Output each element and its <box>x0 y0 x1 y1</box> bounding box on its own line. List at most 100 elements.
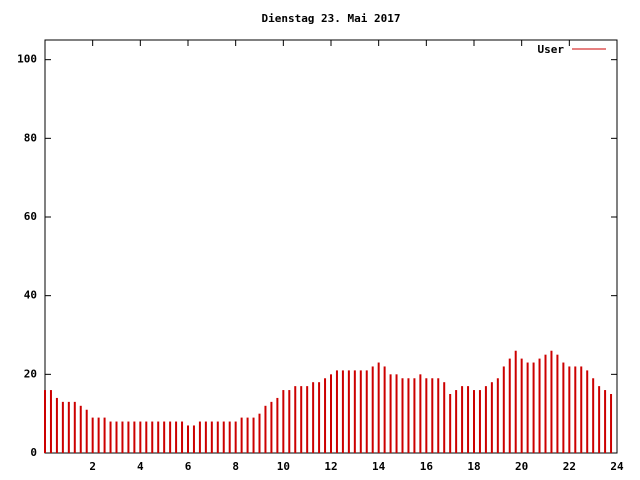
impulse <box>610 394 613 453</box>
impulse <box>79 405 82 453</box>
impulse <box>419 374 422 453</box>
impulse <box>121 421 124 453</box>
impulse <box>169 421 172 453</box>
impulse <box>216 421 219 453</box>
impulse <box>490 382 493 453</box>
impulse <box>187 425 189 453</box>
impulse <box>240 417 243 453</box>
impulse <box>264 405 267 453</box>
impulse <box>407 378 410 453</box>
impulse <box>592 378 595 453</box>
impulse <box>437 378 440 453</box>
impulse <box>306 386 309 453</box>
impulse <box>467 386 470 453</box>
impulse <box>91 417 94 453</box>
x-tick-label: 6 <box>185 460 192 473</box>
impulse <box>341 370 344 453</box>
impulse <box>413 378 416 453</box>
impulse <box>598 386 601 453</box>
impulse <box>443 382 446 453</box>
impulse <box>330 374 332 453</box>
impulse <box>139 421 142 453</box>
impulse <box>335 370 338 453</box>
x-tick-label: 10 <box>277 460 290 473</box>
impulse <box>389 374 392 453</box>
impulse <box>455 390 458 453</box>
x-tick-label: 2 <box>89 460 96 473</box>
x-tick-label: 12 <box>324 460 337 473</box>
impulse <box>568 366 571 453</box>
impulse <box>478 390 481 453</box>
impulse <box>318 382 321 453</box>
y-tick-label: 100 <box>17 53 37 66</box>
impulse <box>222 421 225 453</box>
impulse <box>562 362 565 453</box>
x-tick-label: 22 <box>563 460 576 473</box>
impulse <box>44 390 46 453</box>
impulse <box>526 362 529 453</box>
impulse <box>347 370 350 453</box>
impulse <box>49 390 52 453</box>
impulse <box>210 421 213 453</box>
y-tick-label: 60 <box>24 210 37 223</box>
impulse <box>395 374 398 453</box>
impulse <box>115 421 118 453</box>
impulse <box>103 417 106 453</box>
x-tick-label: 16 <box>420 460 434 473</box>
y-tick-label: 80 <box>24 131 37 144</box>
impulse <box>198 421 201 453</box>
impulse <box>258 413 261 453</box>
impulse <box>538 358 541 453</box>
impulse <box>175 421 178 453</box>
impulse <box>97 417 100 453</box>
impulse <box>61 401 64 453</box>
impulse <box>431 378 434 453</box>
impulse <box>401 378 404 453</box>
impulse <box>324 378 327 453</box>
impulse <box>383 366 386 453</box>
impulse <box>508 358 511 453</box>
impulse <box>67 401 70 453</box>
impulse <box>544 354 547 453</box>
impulse <box>294 386 297 453</box>
impulse <box>532 362 535 453</box>
legend-label: User <box>538 43 565 56</box>
impulse <box>312 382 315 453</box>
impulse <box>192 425 195 453</box>
impulse <box>151 421 154 453</box>
impulse <box>73 401 76 453</box>
impulse <box>365 370 368 453</box>
impulse <box>252 417 255 453</box>
x-tick-label: 4 <box>137 460 144 473</box>
impulse <box>157 421 160 453</box>
impulse <box>55 397 58 453</box>
chart-title: Dienstag 23. Mai 2017 <box>261 12 400 25</box>
x-tick-label: 18 <box>467 460 480 473</box>
impulse <box>514 350 517 453</box>
y-tick-label: 40 <box>24 289 37 302</box>
impulse <box>484 386 487 453</box>
impulse <box>85 409 88 453</box>
x-tick-label: 20 <box>515 460 528 473</box>
x-tick-label: 24 <box>610 460 624 473</box>
y-tick-label: 0 <box>30 446 37 459</box>
impulse <box>371 366 374 453</box>
impulse <box>359 370 362 453</box>
impulse <box>586 370 589 453</box>
impulse <box>127 421 130 453</box>
impulse <box>133 421 136 453</box>
impulse <box>425 378 428 453</box>
impulse <box>520 358 523 453</box>
impulse <box>228 421 231 453</box>
impulse <box>604 390 607 453</box>
impulse <box>353 370 356 453</box>
impulse <box>496 378 499 453</box>
y-tick-label: 20 <box>24 367 37 380</box>
impulse <box>461 386 464 453</box>
impulse <box>270 401 273 453</box>
impulse <box>109 421 112 453</box>
impulse <box>234 421 237 453</box>
impulse <box>300 386 303 453</box>
impulse <box>163 421 166 453</box>
impulse <box>556 354 559 453</box>
